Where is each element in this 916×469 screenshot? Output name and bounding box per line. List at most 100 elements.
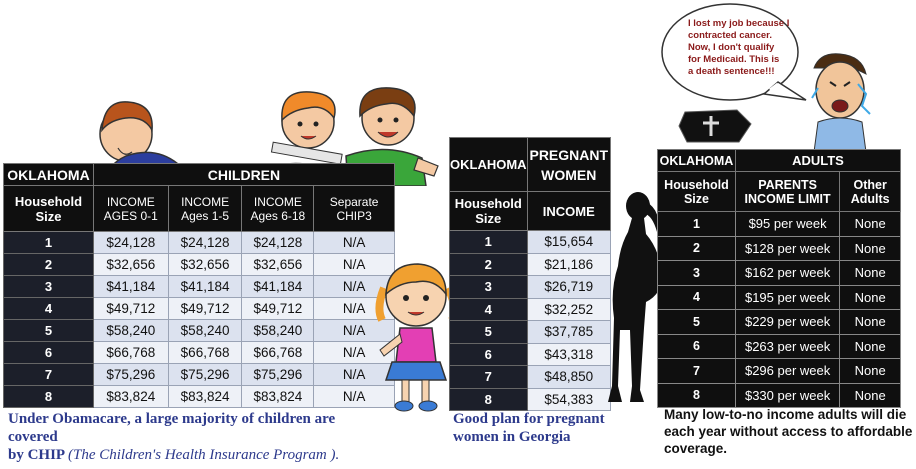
income-ages-1-5-header: INCOME Ages 1-5 [167, 185, 243, 232]
speech-line3: Now, I don't qualify [688, 42, 775, 53]
children-income-0-1-cell: $49,712 [92, 297, 169, 320]
adults-group-header: ADULTS [734, 149, 902, 172]
adults-other-adults-cell: None [839, 382, 901, 408]
pregnant-income-cell: $48,850 [526, 365, 612, 389]
adults-household-size-cell: 2 [657, 235, 736, 261]
adults-household-size-header: Household Size [657, 171, 736, 212]
children-income-table: OKLAHOMA CHILDREN Household Size INCOME … [3, 163, 396, 408]
pregnant-caption: Good plan for pregnant women in Georgia [453, 410, 623, 446]
adults-other-adults-cell: None [839, 284, 901, 310]
children-separate-chip-cell: N/A [313, 253, 395, 276]
table-row: 6 $66,768 $66,768 $66,768 N/A [3, 341, 395, 364]
speech-line1: I lost my job because I [688, 18, 790, 29]
adults-caption-line2: each year without access to affordable [664, 424, 913, 439]
children-separate-chip-cell: N/A [313, 385, 395, 408]
children-income-1-5-cell: $58,240 [167, 319, 243, 342]
pregnant-caption-line2: women in Georgia [453, 429, 571, 445]
children-income-6-18-cell: $66,768 [241, 341, 315, 364]
table-row: 2 $21,186 [449, 252, 612, 276]
cartoon-girl-illustration [375, 263, 459, 412]
table-row: 8 $330 per week None [657, 382, 901, 408]
table-row: 3 $41,184 $41,184 $41,184 N/A [3, 275, 395, 298]
pregnant-income-cell: $15,654 [526, 230, 612, 254]
adults-parents-income-limit-cell: $162 per week [734, 260, 841, 286]
children-household-size-cell: 4 [3, 297, 94, 320]
household-size-header: Household Size [3, 185, 94, 232]
table-row: 6 $43,318 [449, 342, 612, 366]
children-household-size-cell: 8 [3, 385, 94, 408]
children-income-6-18-cell: $58,240 [241, 319, 315, 342]
speech-line5: a death sentence!!! [688, 66, 775, 77]
children-caption: Under Obamacare, a large majority of chi… [8, 410, 388, 464]
income-ages-0-1-header: INCOME AGES 0-1 [92, 185, 169, 232]
pregnant-household-size-cell: 6 [449, 342, 528, 366]
children-separate-chip-cell: N/A [313, 341, 395, 364]
children-household-size-cell: 3 [3, 275, 94, 298]
speech-bubble-text: I lost my job because I contracted cance… [688, 18, 808, 78]
adults-parents-income-limit-cell: $330 per week [734, 382, 841, 408]
table-row: 2 $128 per week None [657, 235, 901, 261]
adults-parents-income-limit-cell: $296 per week [734, 358, 841, 384]
children-income-1-5-cell: $24,128 [167, 231, 243, 254]
speech-line4: for Medicaid. This is [688, 54, 780, 65]
table-row: 4 $32,252 [449, 297, 612, 321]
adults-parents-income-limit-cell: $229 per week [734, 309, 841, 335]
table-row: 2 $32,656 $32,656 $32,656 N/A [3, 253, 395, 276]
children-income-0-1-cell: $32,656 [92, 253, 169, 276]
children-income-1-5-cell: $49,712 [167, 297, 243, 320]
table-row: 7 $296 per week None [657, 358, 901, 384]
pregnant-household-size-cell: 7 [449, 365, 528, 389]
adults-parents-income-limit-cell: $128 per week [734, 235, 841, 261]
children-separate-chip-cell: N/A [313, 275, 395, 298]
crying-man-illustration [811, 53, 871, 152]
other-adults-header: Other Adults [839, 171, 901, 212]
table-row: 5 $37,785 [449, 320, 612, 344]
children-separate-chip-cell: N/A [313, 319, 395, 342]
table-row: 3 $162 per week None [657, 260, 901, 286]
pregnant-household-size-cell: 3 [449, 275, 528, 299]
table-row: 1 $24,128 $24,128 $24,128 N/A [3, 231, 395, 254]
children-income-0-1-cell: $24,128 [92, 231, 169, 254]
pregnant-income-cell: $26,719 [526, 275, 612, 299]
table-row: 1 $95 per week None [657, 211, 901, 237]
parents-income-limit-header: PARENTS INCOME LIMIT [734, 171, 841, 212]
table-row: 8 $83,824 $83,824 $83,824 N/A [3, 385, 395, 408]
table-row: 4 $49,712 $49,712 $49,712 N/A [3, 297, 395, 320]
coffin-icon [678, 109, 752, 143]
adults-household-size-cell: 6 [657, 333, 736, 359]
children-income-0-1-cell: $66,768 [92, 341, 169, 364]
adults-parents-income-limit-cell: $195 per week [734, 284, 841, 310]
pregnant-household-size-cell: 1 [449, 230, 528, 254]
pregnant-household-size-cell: 4 [449, 297, 528, 321]
pregnant-income-header: INCOME [526, 191, 612, 231]
children-household-size-cell: 1 [3, 231, 94, 254]
children-income-1-5-cell: $41,184 [167, 275, 243, 298]
children-separate-chip-cell: N/A [313, 363, 395, 386]
children-household-size-cell: 7 [3, 363, 94, 386]
children-income-1-5-cell: $83,824 [167, 385, 243, 408]
pregnant-woman-silhouette [608, 192, 662, 402]
adults-caption-line1: Many low-to-no income adults will die [664, 407, 907, 422]
children-caption-line1: Under Obamacare, a large majority of chi… [8, 411, 336, 445]
children-income-1-5-cell: $32,656 [167, 253, 243, 276]
adults-other-adults-cell: None [839, 260, 901, 286]
children-household-size-cell: 5 [3, 319, 94, 342]
children-income-6-18-cell: $75,296 [241, 363, 315, 386]
adults-parents-income-limit-cell: $95 per week [734, 211, 841, 237]
children-household-size-cell: 2 [3, 253, 94, 276]
pregnant-income-cell: $43,318 [526, 342, 612, 366]
table-row: 5 $229 per week None [657, 309, 901, 335]
children-separate-chip-cell: N/A [313, 231, 395, 254]
adults-state-header: OKLAHOMA [657, 149, 736, 172]
pregnant-income-cell: $37,785 [526, 320, 612, 344]
adults-parents-income-limit-cell: $263 per week [734, 333, 841, 359]
adults-household-size-cell: 5 [657, 309, 736, 335]
table-row: 3 $26,719 [449, 275, 612, 299]
table-row: 7 $75,296 $75,296 $75,296 N/A [3, 363, 395, 386]
adults-household-size-cell: 1 [657, 211, 736, 237]
pregnant-household-size-header: Household Size [449, 191, 528, 231]
children-income-6-18-cell: $32,656 [241, 253, 315, 276]
table-row: 1 $15,654 [449, 230, 612, 254]
adults-other-adults-cell: None [839, 211, 901, 237]
pregnant-income-cell: $21,186 [526, 252, 612, 276]
